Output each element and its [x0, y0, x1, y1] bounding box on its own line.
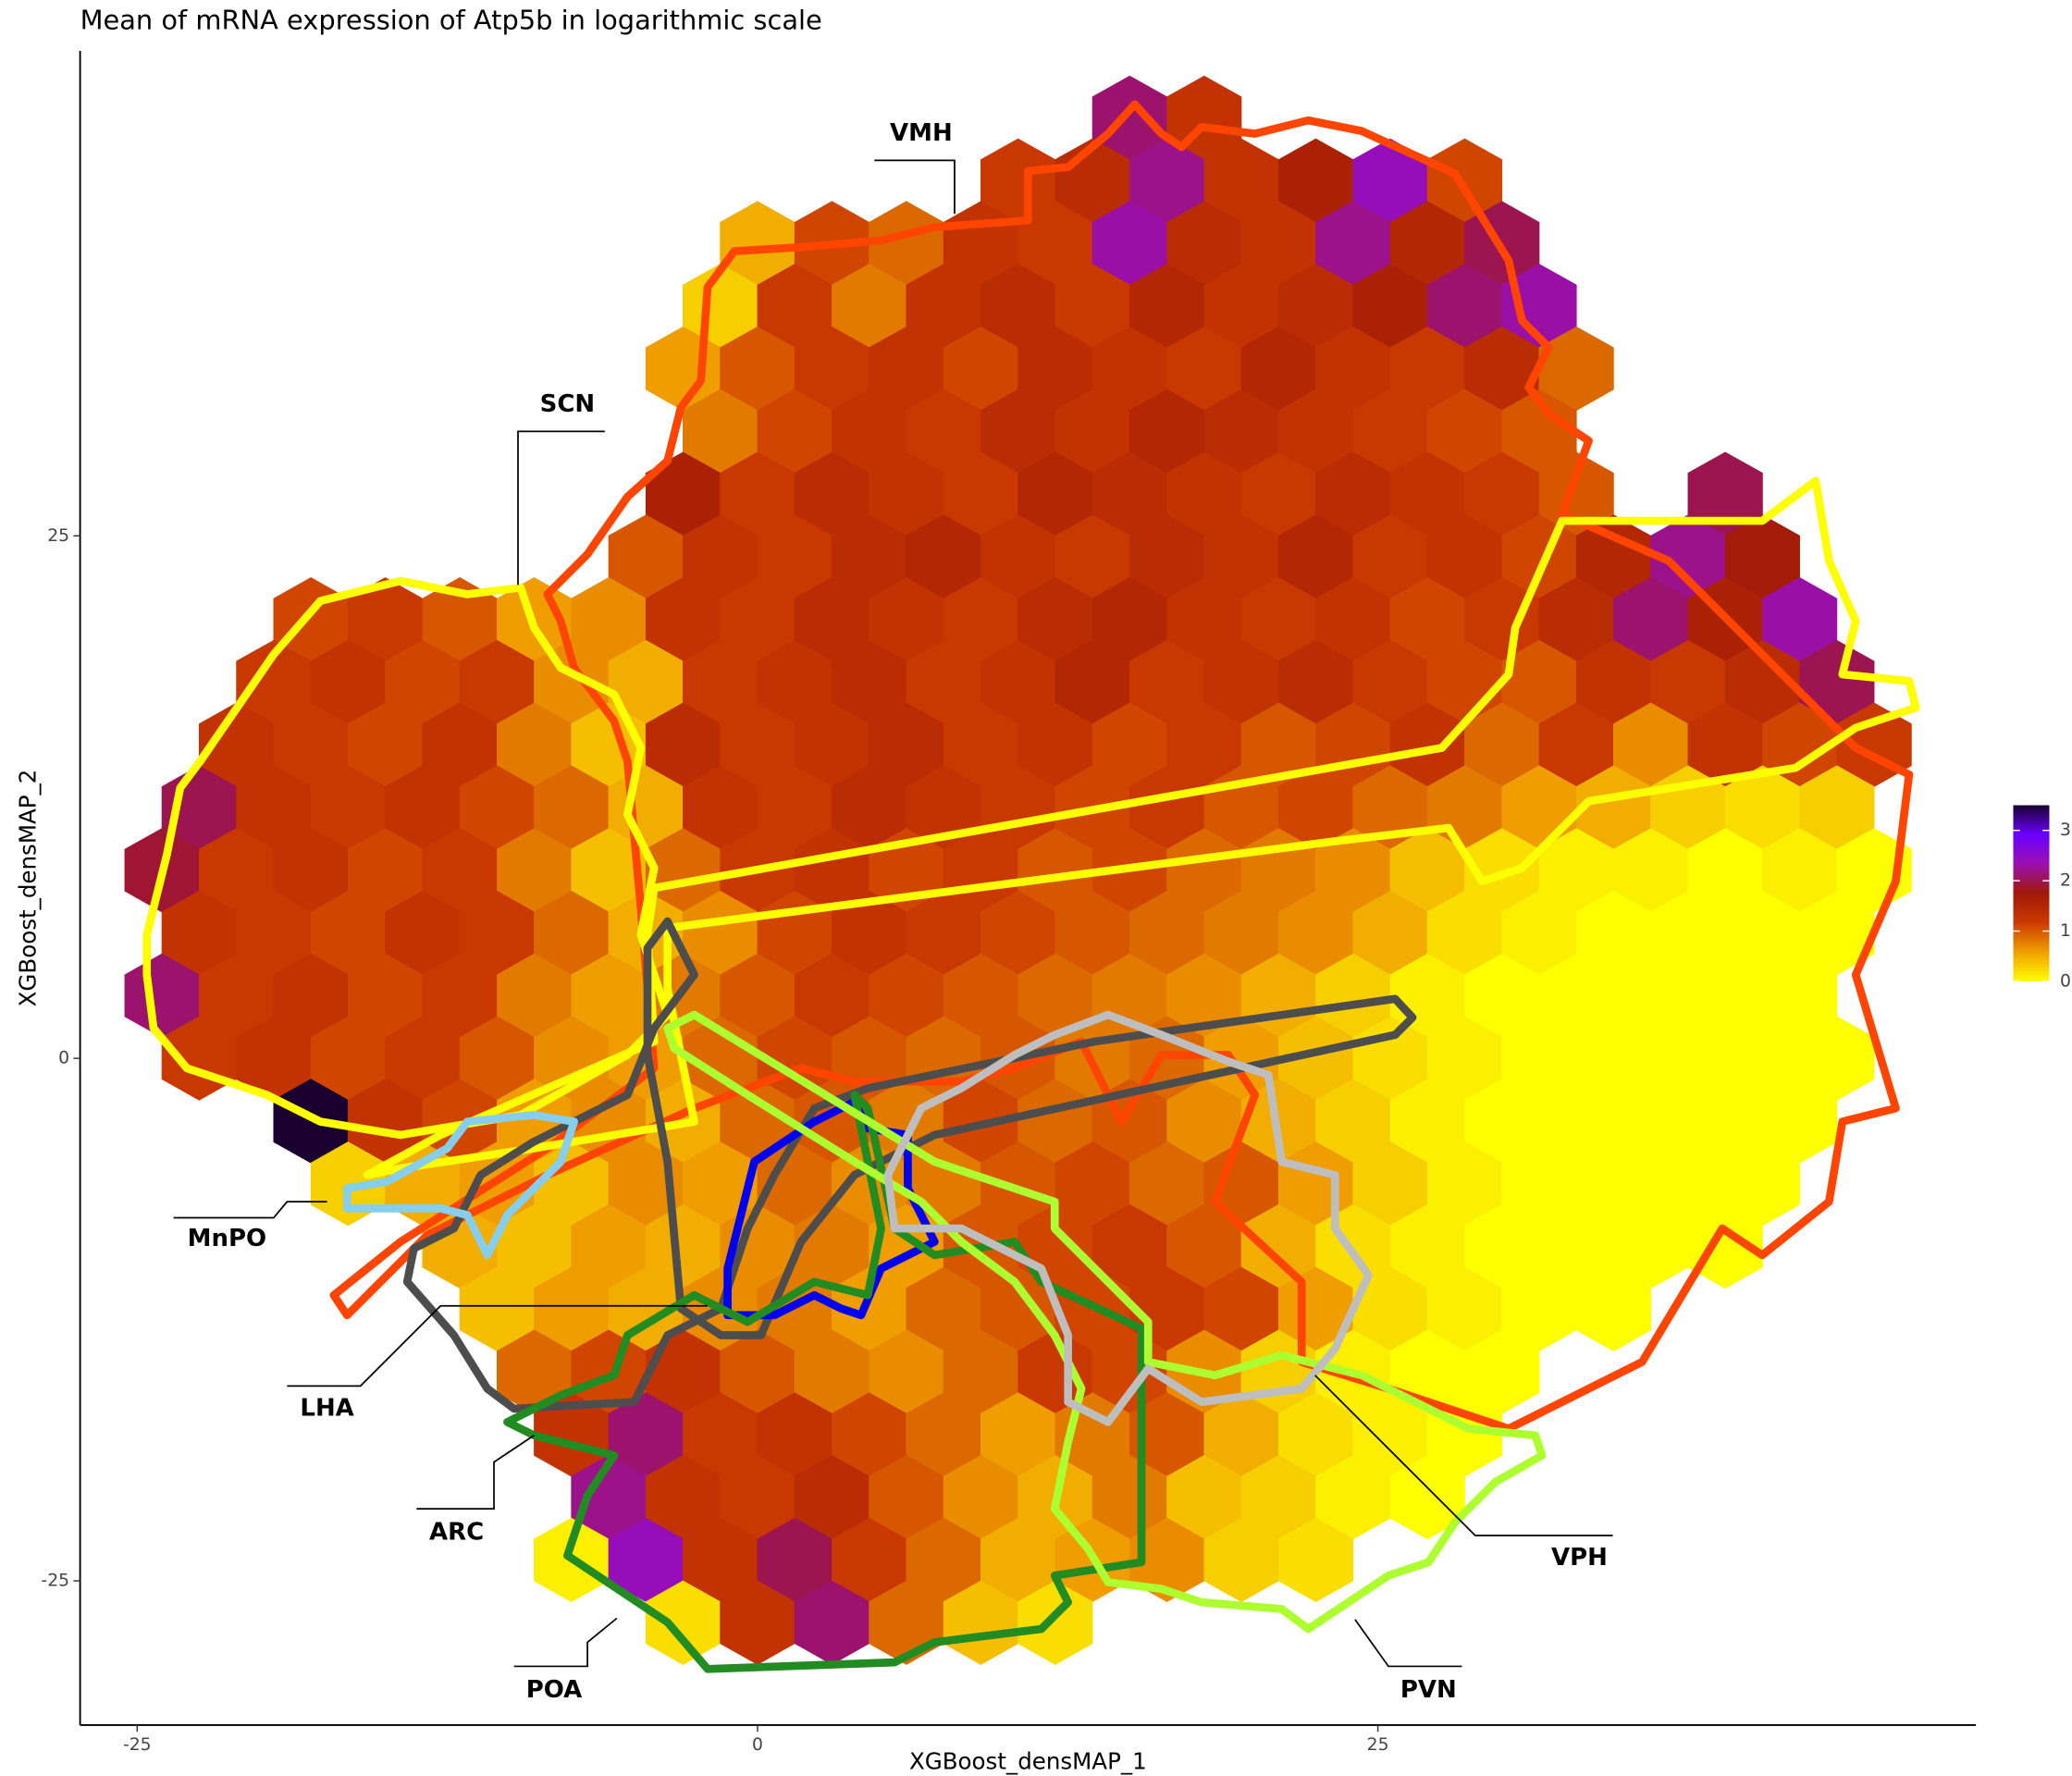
- region-label: VPH: [1551, 1544, 1608, 1572]
- region-outline: [503, 1091, 1146, 1673]
- region-outline: [883, 1010, 1373, 1426]
- leader-line: [513, 1617, 618, 1668]
- leader-line: [287, 1304, 708, 1388]
- y-tick-label: 0: [58, 1049, 69, 1068]
- colorbar: [2013, 805, 2050, 982]
- region-label: SCN: [540, 390, 596, 418]
- hex-bin: [1389, 1454, 1465, 1540]
- y-tick-label: -25: [41, 1572, 69, 1591]
- region-outlines: [142, 100, 1920, 1673]
- chart-title: Mean of mRNA expression of Atp5b in loga…: [80, 4, 822, 35]
- hex-bin: [1018, 1580, 1093, 1665]
- region-outline: [723, 1097, 939, 1320]
- hex-bin: [1277, 1517, 1354, 1603]
- x-axis-title: XGBoost_densMAP_1: [909, 1747, 1147, 1774]
- region-label: POA: [526, 1676, 583, 1704]
- leader-line: [416, 1435, 535, 1510]
- region-outline: [142, 576, 672, 1140]
- region-label: VMH: [890, 119, 953, 147]
- colorbar-tick-label: 2: [2060, 871, 2071, 891]
- colorbar-tick-label: 3: [2060, 820, 2071, 840]
- y-axis-title: XGBoost_densMAP_2: [15, 770, 42, 1007]
- y-tick-label: 25: [47, 526, 69, 546]
- x-tick-label: -25: [123, 1735, 152, 1755]
- colorbar-tick-label: 0: [2060, 972, 2071, 992]
- region-label: ARC: [429, 1519, 484, 1547]
- leader-line: [874, 159, 956, 215]
- x-tick-label: 0: [752, 1735, 763, 1755]
- leader-line: [1314, 1375, 1613, 1536]
- hexbin-layer: [124, 75, 1912, 1665]
- region-outline: [363, 476, 1920, 1179]
- region-label: MnPO: [188, 1225, 266, 1252]
- region-outline: [329, 100, 1914, 1433]
- hex-bin: [1687, 1203, 1763, 1289]
- region-label: LHA: [300, 1394, 353, 1422]
- colorbar-tick-label: 1: [2060, 921, 2071, 941]
- region-label: PVN: [1400, 1676, 1457, 1704]
- hex-bin: [1575, 1266, 1651, 1351]
- x-tick-label: 25: [1367, 1735, 1389, 1755]
- leader-line: [1354, 1619, 1462, 1668]
- region-outline: [342, 1111, 578, 1260]
- annotations: VMH SCN MnPO LHA ARC POA PVN VPH: [173, 119, 1613, 1704]
- region-outline: [663, 1010, 1547, 1634]
- leader-line: [173, 1201, 327, 1219]
- leader-line: [517, 430, 605, 586]
